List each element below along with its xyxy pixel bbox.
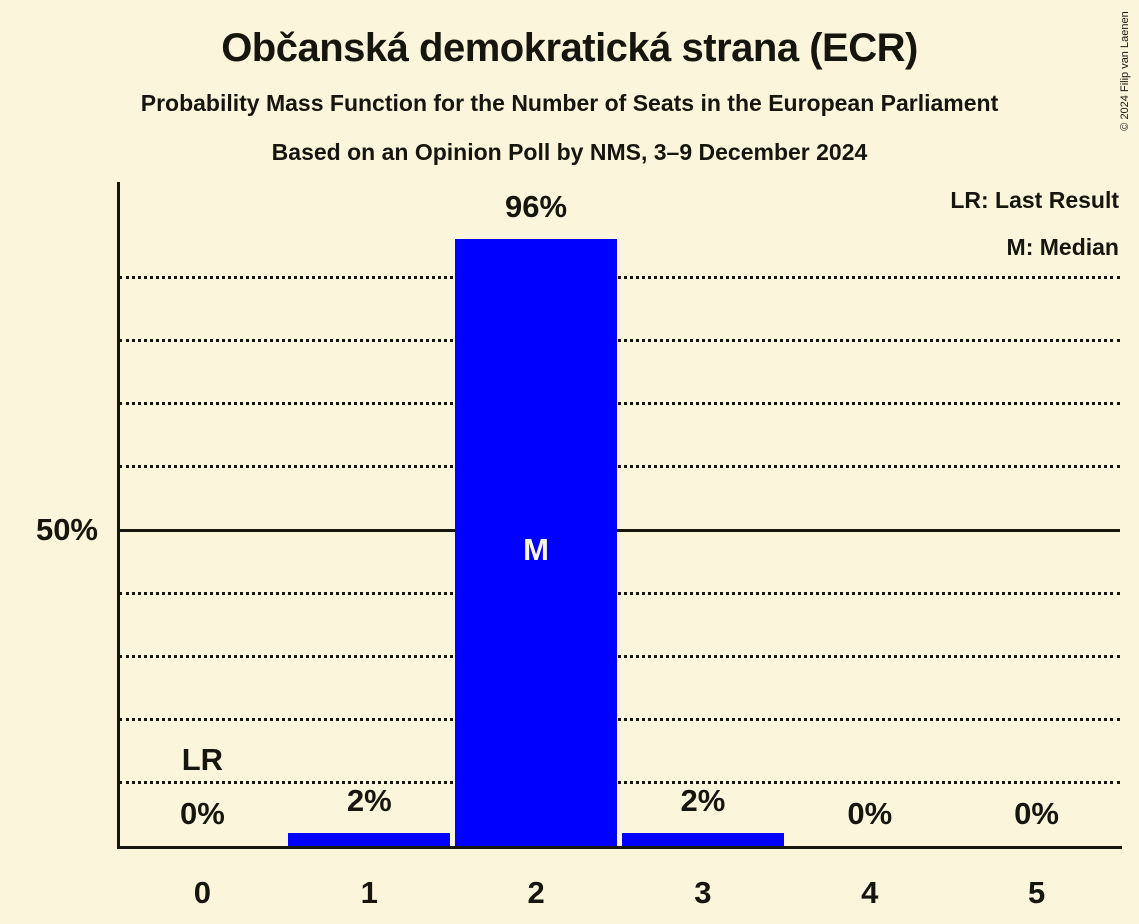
bar-value-label-5: 0% (1014, 796, 1059, 831)
bar-value-label-1: 2% (346, 783, 392, 819)
gridline-20-percent (119, 718, 1120, 722)
gridline-30-percent (119, 654, 1120, 658)
bar-seats-1 (288, 833, 451, 846)
copyright-notice: © 2024 Filip van Laenen (1119, 11, 1131, 131)
gridline-10-percent (119, 781, 1120, 785)
gridline-90-percent (119, 275, 1120, 279)
y-axis-tick-label: 50% (35, 512, 98, 547)
gridline-70-percent (119, 402, 1120, 406)
chart-title: Občanská demokratická strana (ECR) (221, 26, 918, 70)
x-tick-label-2: 2 (527, 875, 545, 910)
x-axis-line (117, 846, 1122, 849)
y-axis-line (117, 182, 120, 849)
plot-area: 0% 2% 96% 2% 0% 0% LR M (119, 182, 1120, 846)
x-tick-label-5: 5 (1027, 875, 1046, 910)
chart-source-line: Based on an Opinion Poll by NMS, 3–9 Dec… (271, 139, 868, 165)
bar-value-label-0: 0% (180, 796, 225, 831)
bar-value-label-3: 2% (680, 783, 726, 819)
x-tick-label-0: 0 (193, 875, 212, 910)
fifty-percent-line (119, 528, 1120, 532)
last-result-marker: LR (181, 742, 224, 777)
legend-last-result: LR: Last Result (950, 187, 1119, 213)
x-tick-label-4: 4 (861, 875, 879, 910)
median-marker: M (523, 532, 549, 567)
x-tick-label-3: 3 (694, 875, 712, 910)
bar-value-label-4: 0% (847, 796, 893, 831)
bar-value-label-2: 96% (505, 189, 568, 225)
bar-seats-2 (455, 239, 617, 846)
legend-median: M: Median (1006, 234, 1119, 260)
chart-subtitle: Probability Mass Function for the Number… (140, 90, 999, 116)
gridline-80-percent (119, 338, 1120, 342)
x-tick-label-1: 1 (360, 875, 378, 910)
bar-seats-3 (622, 833, 784, 846)
gridline-60-percent (119, 465, 1120, 469)
gridline-40-percent (119, 591, 1120, 595)
